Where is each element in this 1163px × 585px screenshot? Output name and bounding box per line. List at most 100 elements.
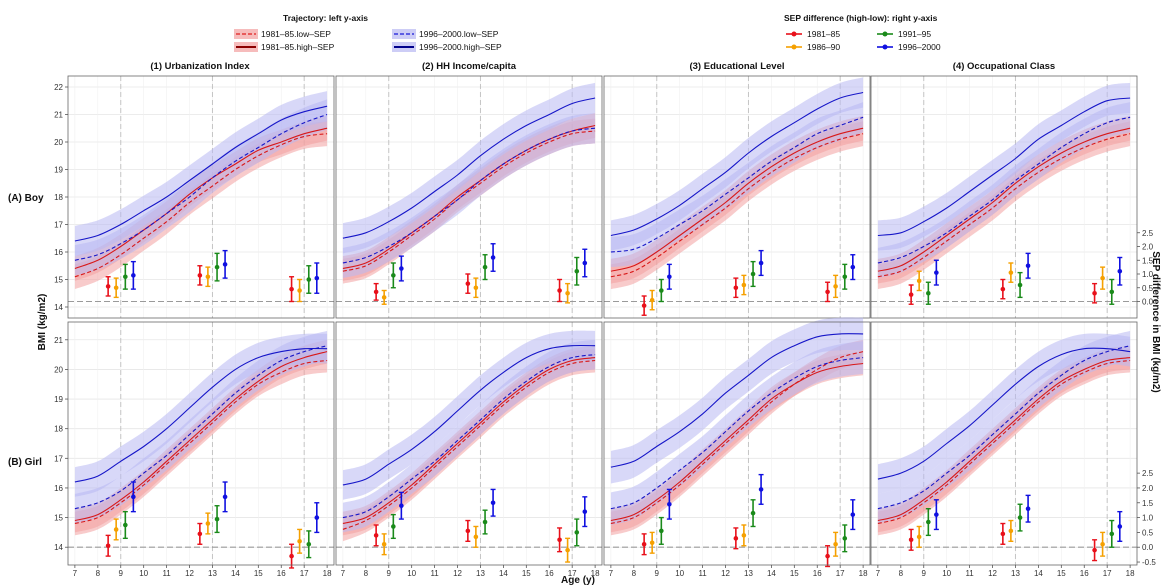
sep-point-estimate <box>641 541 647 547</box>
legend-item-label: 1981–85.high–SEP <box>261 42 335 52</box>
sep-point-estimate <box>926 290 931 296</box>
sep-point-estimate <box>1117 268 1123 274</box>
y-left-tick-label: 19 <box>54 395 63 404</box>
sep-point-estimate <box>1109 531 1115 537</box>
x-tick-label: 15 <box>1057 569 1066 578</box>
x-tick-label: 11 <box>430 569 439 578</box>
sep-point-estimate <box>1109 289 1115 295</box>
y-left-tick-label: 16 <box>54 484 63 493</box>
trajectory-line-late_high <box>342 344 596 486</box>
sep-point-estimate <box>197 273 203 278</box>
x-tick-label: 10 <box>675 569 684 578</box>
confidence-band-late_high <box>342 82 596 254</box>
x-tick-label: 15 <box>522 569 531 578</box>
sep-point-estimate <box>197 531 203 537</box>
sep-point-estimate <box>741 282 747 288</box>
y-right-tick-label: 2.0 <box>1142 243 1154 252</box>
x-tick-label: 10 <box>407 569 416 578</box>
y-left-tick-label: 20 <box>54 365 63 374</box>
legend-item-label: 1996–2000.high–SEP <box>419 42 502 52</box>
sep-point-estimate <box>205 274 211 280</box>
sep-point-estimate <box>934 512 939 517</box>
sep-point-estimate <box>833 541 838 547</box>
sep-point-estimate <box>289 286 294 292</box>
trajectory-line-late_low <box>610 116 864 253</box>
confidence-band-late_high <box>74 333 328 497</box>
sep-point-estimate <box>1092 547 1097 553</box>
sep-point-estimate <box>1017 282 1023 288</box>
sep-point-estimate <box>314 275 320 281</box>
sep-point-estimate <box>205 521 211 526</box>
x-tick-label: 14 <box>231 569 240 578</box>
sep-point-estimate <box>916 278 922 284</box>
trajectory-line-early_high <box>74 127 328 270</box>
trajectory-line-late_low <box>877 116 1131 264</box>
sep-point-estimate <box>306 277 312 282</box>
row-label-boy: (A) Boy <box>8 193 44 204</box>
trajectory-line-late_low <box>610 357 864 510</box>
trajectory-line-late_high <box>74 105 328 242</box>
sep-point-estimate <box>667 501 672 507</box>
x-tick-label: 14 <box>1034 569 1043 578</box>
sep-point-estimate <box>214 516 220 522</box>
trajectory-line-early_high <box>877 357 1131 522</box>
sep-point-estimate <box>842 536 848 541</box>
trajectory-line-early_high <box>877 127 1131 272</box>
x-tick-label: 9 <box>119 569 124 578</box>
sep-point-estimate <box>381 295 387 300</box>
y-right-tick-label: 1.0 <box>1142 514 1154 523</box>
x-tick-label: 13 <box>1011 569 1020 578</box>
y-right-tick-label: 1.0 <box>1142 270 1154 279</box>
x-tick-label: 7 <box>609 569 614 578</box>
sep-point-estimate <box>750 271 756 277</box>
x-tick-label: 7 <box>73 569 78 578</box>
y-left-tick-label: 17 <box>54 221 63 230</box>
trajectory-line-late_high <box>877 347 1131 480</box>
x-tick-label: 17 <box>300 569 309 578</box>
sep-point-estimate <box>557 537 562 543</box>
x-axis-title: Age (y) <box>561 575 595 585</box>
panel-border <box>870 75 1138 319</box>
sep-point-estimate <box>123 522 128 528</box>
trajectory-line-late_low <box>342 354 596 519</box>
trajectory-line-early_low <box>74 359 328 525</box>
x-tick-label: 14 <box>499 569 508 578</box>
y-right-tick-label: 2.5 <box>1142 229 1154 238</box>
x-tick-label: 16 <box>277 569 286 578</box>
y-left-tick-label: 22 <box>54 83 63 92</box>
y-left-tick-label: 20 <box>54 138 63 147</box>
x-tick-label: 17 <box>1103 569 1112 578</box>
y-left-tick-label: 14 <box>54 303 63 312</box>
sep-point-estimate <box>741 533 747 538</box>
sep-point-estimate <box>314 515 320 520</box>
legend-sep-swatch-point <box>791 31 797 37</box>
legend-sep-swatch-point <box>882 44 888 50</box>
y-left-tick-label: 18 <box>54 193 63 202</box>
sep-point-estimate <box>473 285 479 291</box>
x-tick-label: 18 <box>323 569 332 578</box>
trajectory-line-early_low <box>610 133 864 278</box>
legend-trajectory: Trajectory: left y-axis 1981–85.low–SEP 1… <box>234 13 502 52</box>
x-tick-label: 17 <box>836 569 845 578</box>
trajectory-line-late_low <box>74 345 328 510</box>
sep-point-estimate <box>1008 528 1014 534</box>
y-right-tick-label: 0.0 <box>1142 543 1154 552</box>
sep-point-estimate <box>399 266 404 271</box>
sep-point-estimate <box>373 289 379 295</box>
x-tick-label: 12 <box>721 569 730 578</box>
sep-point-estimate <box>381 541 387 547</box>
x-tick-label: 12 <box>988 569 997 578</box>
sep-point-estimate <box>123 274 128 280</box>
sep-point-estimate <box>758 260 764 266</box>
x-tick-label: 8 <box>632 569 637 578</box>
legend-sep-title: SEP difference (high-low): right y-axis <box>784 13 938 23</box>
x-tick-label: 18 <box>591 569 600 578</box>
y-right-tick-label: 1.5 <box>1142 499 1154 508</box>
y-right-tick-label: 0.0 <box>1142 298 1154 307</box>
sep-point-estimate <box>1025 263 1031 269</box>
sep-point-estimate <box>1017 515 1023 520</box>
trajectory-line-early_low <box>877 133 1131 278</box>
panel-border <box>335 321 603 566</box>
legend-item-label: 1996–2000.low–SEP <box>419 29 499 39</box>
legend-sep-label: 1991–95 <box>898 29 931 39</box>
